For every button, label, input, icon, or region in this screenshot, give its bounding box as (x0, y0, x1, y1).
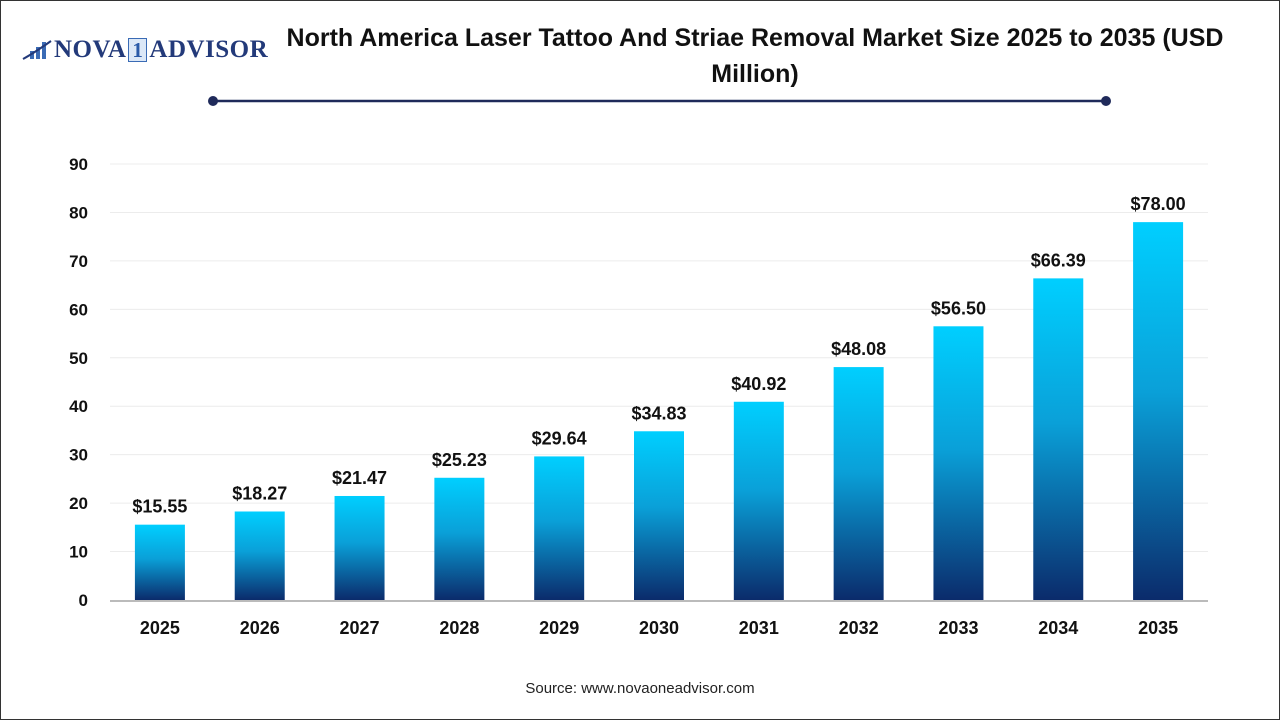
y-tick-label: 50 (69, 349, 88, 368)
logo-text: NOVA (54, 36, 127, 63)
bar-2030 (634, 431, 684, 600)
data-label: $34.83 (631, 403, 686, 423)
bar-2026 (234, 511, 285, 600)
data-label: $29.64 (532, 428, 587, 448)
y-tick-label: 0 (79, 591, 88, 610)
y-tick-label: 10 (69, 543, 88, 562)
x-tick-label: 2027 (340, 618, 380, 638)
logo: NOVA 1 ADVISOR (22, 36, 268, 64)
bar-2033 (933, 326, 984, 600)
x-tick-label: 2026 (240, 618, 280, 638)
bar-2029 (534, 456, 585, 600)
x-tick-label: 2035 (1138, 618, 1178, 638)
logo-text-right: ADVISOR (149, 36, 269, 63)
data-label: $40.92 (731, 374, 786, 394)
x-tick-label: 2031 (739, 618, 779, 638)
y-tick-label: 70 (69, 252, 88, 271)
source-note: Source: www.novaoneadvisor.com (525, 680, 755, 697)
data-label: $56.50 (931, 298, 986, 318)
x-tick-label: 2029 (539, 618, 579, 638)
data-label: $25.23 (432, 450, 487, 470)
bar-2031 (733, 401, 784, 600)
y-tick-label: 60 (69, 300, 88, 319)
data-label: $78.00 (1131, 194, 1186, 214)
bar-2032 (833, 367, 884, 600)
bar-2027 (334, 495, 385, 600)
data-label: $21.47 (332, 468, 387, 488)
x-tick-label: 2033 (938, 618, 978, 638)
y-tick-label: 20 (69, 494, 88, 513)
title-rule (208, 96, 1111, 106)
bar-2034 (1033, 278, 1084, 600)
bar-2025 (134, 524, 185, 600)
data-label: $48.08 (831, 339, 886, 359)
data-label: $66.39 (1031, 250, 1086, 270)
x-tick-label: 2032 (839, 618, 879, 638)
y-tick-label: 40 (69, 397, 88, 416)
bar-2028 (434, 477, 485, 600)
bar-2035 (1133, 222, 1184, 600)
logo-one: 1 (128, 38, 148, 62)
data-label: $15.55 (132, 497, 187, 517)
data-label: $18.27 (232, 483, 287, 503)
y-tick-label: 80 (69, 203, 88, 222)
bar-chart-logo-icon (22, 40, 52, 60)
x-tick-label: 2028 (439, 618, 479, 638)
y-tick-label: 90 (69, 155, 88, 174)
x-tick-label: 2030 (639, 618, 679, 638)
y-tick-label: 30 (69, 446, 88, 465)
x-tick-label: 2034 (1038, 618, 1078, 638)
chart-title: North America Laser Tattoo And Striae Re… (286, 24, 1224, 88)
x-tick-label: 2025 (140, 618, 180, 638)
